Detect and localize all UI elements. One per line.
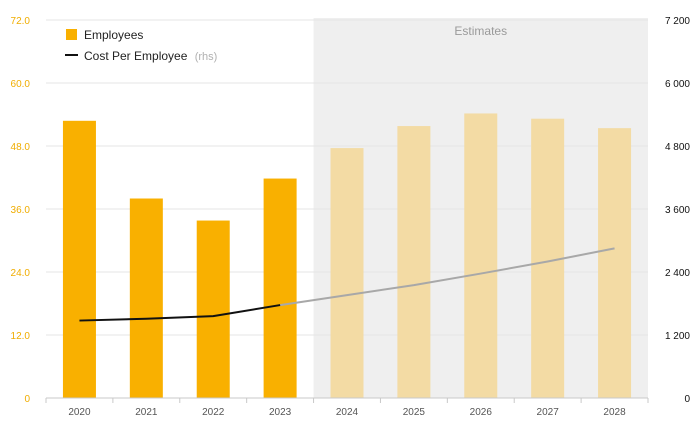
bar-2020 bbox=[62, 120, 96, 399]
y-left-tick: 48.0 bbox=[11, 142, 31, 153]
legend: Employees Cost Per Employee (rhs) bbox=[65, 28, 217, 63]
y-right-tick: 7 200 bbox=[665, 16, 690, 27]
y-right-tick: 6 000 bbox=[665, 79, 690, 90]
x-tick: 2021 bbox=[135, 407, 158, 418]
x-tick: 2024 bbox=[336, 407, 359, 418]
bar-2028 bbox=[598, 128, 632, 398]
y-left-tick: 60.0 bbox=[11, 79, 31, 90]
x-tick: 2022 bbox=[202, 407, 225, 418]
x-tick: 2023 bbox=[269, 407, 292, 418]
y-right-tick: 0 bbox=[684, 394, 690, 405]
y-left-tick: 36.0 bbox=[11, 205, 31, 216]
y-right-tick: 4 800 bbox=[665, 142, 690, 153]
y-left-tick: 12.0 bbox=[11, 331, 31, 342]
axes: 0 12.0 24.0 36.0 48.0 60.0 72.0 0 1 200 2 400 3 60… bbox=[11, 16, 691, 418]
x-tick: 2026 bbox=[470, 407, 493, 418]
bar-2023 bbox=[263, 178, 297, 398]
bar-2026 bbox=[464, 113, 498, 398]
y-right-tick: 2 400 bbox=[665, 268, 690, 279]
bars bbox=[62, 113, 632, 399]
y-right-tick: 3 600 bbox=[665, 205, 690, 216]
y-right-tick: 1 200 bbox=[665, 331, 690, 342]
legend-swatch-employees bbox=[66, 29, 77, 40]
y-left-tick: 72.0 bbox=[11, 16, 31, 27]
bar-2022 bbox=[196, 220, 230, 398]
cost-line-actual bbox=[79, 304, 281, 322]
estimates-label: Estimates bbox=[454, 24, 507, 38]
y-left-tick: 24.0 bbox=[11, 268, 31, 279]
bar-2021 bbox=[129, 198, 163, 398]
cost-line-estimate bbox=[279, 247, 615, 307]
x-tick: 2020 bbox=[68, 407, 91, 418]
x-tick: 2027 bbox=[537, 407, 560, 418]
legend-label-employees: Employees bbox=[84, 28, 143, 42]
y-left-tick: 0 bbox=[24, 394, 30, 405]
legend-label-cost-name: Cost Per Employee bbox=[84, 49, 188, 63]
bar-2024 bbox=[330, 148, 364, 398]
x-tick: 2028 bbox=[603, 407, 626, 418]
legend-label-cost-suffix: (rhs) bbox=[195, 51, 218, 63]
cost-line bbox=[79, 247, 615, 322]
bar-2025 bbox=[397, 126, 431, 399]
x-tick: 2025 bbox=[403, 407, 426, 418]
legend-label-cost: Cost Per Employee (rhs) bbox=[84, 49, 217, 63]
